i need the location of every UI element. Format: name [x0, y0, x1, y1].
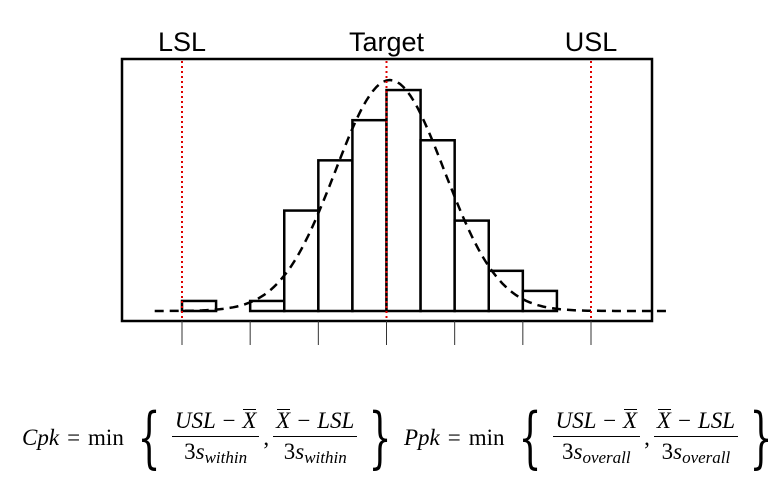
numerator-text: − LSL [290, 407, 355, 433]
ppk-formula: Ppk = min { USL − X 3soverall , X − LSL … [404, 400, 768, 475]
density-curve [154, 78, 670, 313]
equals-sign: = [67, 424, 81, 450]
denominator-coefficient: 3 [283, 438, 296, 464]
cpk-upper-fraction: USL − X 3swithin [171, 407, 260, 468]
reference-label-usl: USL [565, 27, 618, 57]
ppk-symbol: Ppk [404, 424, 440, 450]
equals-sign: = [447, 424, 461, 450]
histogram-bar [385, 88, 422, 313]
x-bar-symbol: X [276, 407, 291, 433]
close-brace: } [368, 398, 392, 476]
numerator-text: USL − [555, 407, 624, 433]
denominator-coefficient: 3 [184, 438, 196, 464]
comma: , [263, 424, 270, 450]
min-operator: min [88, 424, 124, 450]
cpk-lower-fraction: X − LSL 3swithin [273, 407, 358, 468]
denominator-subscript: within [304, 447, 347, 467]
denominator-variable: s [295, 438, 305, 464]
close-brace: } [749, 404, 768, 471]
comma: , [644, 424, 650, 450]
denominator-variable: s [195, 438, 205, 464]
denominator-subscript: overall [682, 447, 731, 467]
reference-label-target: Target [349, 27, 425, 57]
histogram-bar [248, 299, 286, 313]
x-bar-symbol: X [242, 407, 257, 433]
ppk-upper-fraction: USL − X 3soverall [552, 407, 641, 468]
x-bar-symbol: X [623, 407, 638, 433]
numerator-text: USL − [174, 407, 243, 433]
denominator-subscript: within [204, 447, 248, 467]
denominator-coefficient: 3 [562, 438, 574, 464]
ppk-lower-fraction: X − LSL 3soverall [653, 407, 739, 468]
x-bar-symbol: X [656, 407, 671, 433]
histogram-bar [317, 159, 354, 313]
open-brace: { [517, 398, 542, 476]
min-operator: min [468, 424, 505, 450]
denominator-subscript: overall [582, 447, 631, 467]
cpk-formula: Cpk = min { USL − X 3swithin , X − LSL 3… [22, 400, 401, 475]
histogram-bar [521, 289, 559, 313]
numerator-text: − LSL [670, 407, 736, 433]
cpk-symbol: Cpk [22, 424, 60, 450]
reference-label-lsl: LSL [158, 27, 206, 57]
open-brace: { [137, 398, 161, 476]
denominator-coefficient: 3 [661, 438, 674, 464]
denominator-variable: s [573, 438, 583, 464]
histogram-bar [419, 139, 456, 313]
process-capability-chart: LSL Target USL [120, 27, 670, 345]
denominator-variable: s [673, 438, 683, 464]
histogram-bar [180, 299, 218, 313]
histogram-bar [283, 209, 320, 313]
histogram-bar [487, 269, 525, 313]
histogram-bar [351, 118, 388, 313]
